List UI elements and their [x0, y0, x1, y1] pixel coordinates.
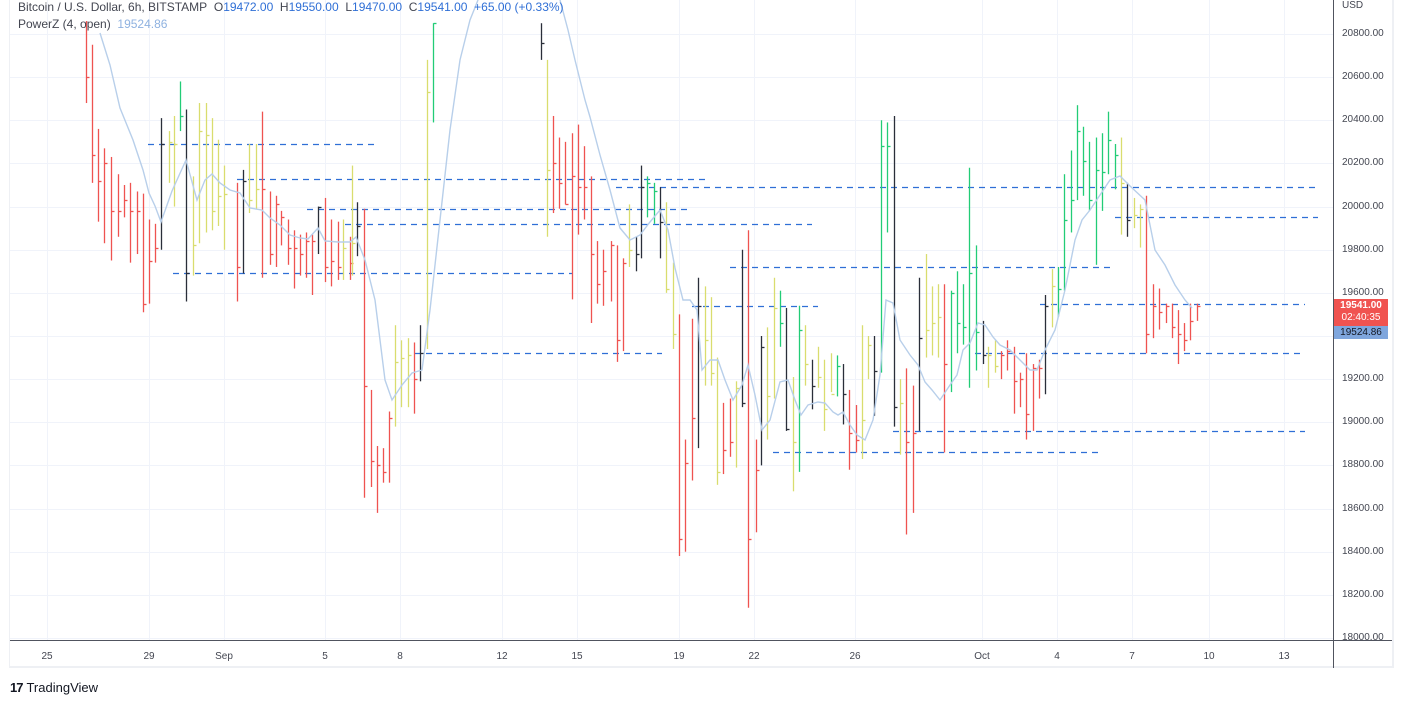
time-tick-label: 12 [496, 651, 508, 662]
price-tick-label: 20000.00 [1342, 200, 1384, 212]
indicator-legend[interactable]: PowerZ (4, open) 19524.86 [18, 17, 167, 31]
grid-lines [10, 0, 1333, 640]
price-tick-label: 18000.00 [1342, 632, 1384, 643]
time-tick-label: 8 [397, 651, 403, 662]
price-tick-label: 19800.00 [1342, 243, 1384, 255]
low-value: 19470.00 [352, 0, 403, 14]
high-label: H [279, 0, 289, 14]
price-tick-label: 19200.00 [1342, 373, 1384, 385]
dashed-levels [148, 143, 1318, 454]
brand-name: TradingView [26, 680, 99, 695]
change-value: +65.00 (+0.33%) [474, 0, 564, 14]
time-tick-label: 4 [1054, 651, 1060, 662]
high-value: 19550.00 [288, 0, 339, 14]
bar-countdown: 02:40:35 [1341, 312, 1381, 323]
low-label: L [345, 0, 353, 14]
chart-frame [9, 0, 1394, 668]
close-label: C [408, 0, 418, 14]
ohlc-bars [85, 21, 1201, 608]
indicator-value: 19524.86 [117, 17, 168, 31]
time-tick-label: 22 [748, 651, 760, 662]
symbol-legend[interactable]: Bitcoin / U.S. Dollar, 6h, BITSTAMP O194… [18, 0, 564, 14]
time-tick-label: 7 [1129, 651, 1135, 662]
open-value: 19472.00 [223, 0, 274, 14]
time-tick-label: 10 [1203, 651, 1215, 662]
price-tick-label: 20600.00 [1342, 71, 1384, 83]
price-tick-label: 19000.00 [1342, 416, 1384, 428]
price-tick-label: 18600.00 [1342, 502, 1384, 514]
time-tick-label: 25 [41, 651, 53, 662]
time-tick-label: 13 [1278, 651, 1290, 662]
indicator-name: PowerZ (4, open) [18, 17, 111, 31]
powerz-indicator-line [559, 0, 1193, 442]
tradingview-branding[interactable]: 17 TradingView [10, 680, 98, 695]
time-tick-label: Sep [215, 651, 233, 662]
last-price-tag: 19541.00 02:40:35 [1334, 299, 1388, 326]
tradingview-logo-icon: 17 [10, 680, 24, 695]
price-tick-label: 18800.00 [1342, 459, 1384, 471]
time-tick-label: 15 [571, 651, 583, 662]
price-tick-label: 19600.00 [1342, 286, 1384, 298]
close-value: 19541.00 [417, 0, 468, 14]
time-tick-label: 26 [849, 651, 861, 662]
currency-label: USD [1342, 0, 1364, 11]
indicator-price-tag: 19524.86 [1334, 326, 1388, 339]
price-tick-label: 20200.00 [1342, 157, 1384, 169]
time-tick-label: Oct [974, 651, 990, 662]
time-tick-label: 29 [143, 651, 155, 662]
powerz-indicator-line [99, 0, 479, 402]
axes [10, 0, 1392, 668]
last-price: 19541.00 [1340, 300, 1382, 311]
price-tick-label: 20800.00 [1342, 28, 1384, 39]
symbol-title: Bitcoin / U.S. Dollar, 6h, BITSTAMP [18, 0, 208, 14]
time-tick-label: 5 [322, 651, 328, 662]
price-tick-label: 18400.00 [1342, 545, 1384, 557]
price-tick-label: 20400.00 [1342, 114, 1384, 126]
open-label: O [213, 0, 224, 14]
price-tick-label: 18200.00 [1342, 588, 1384, 600]
time-tick-label: 19 [673, 651, 685, 662]
